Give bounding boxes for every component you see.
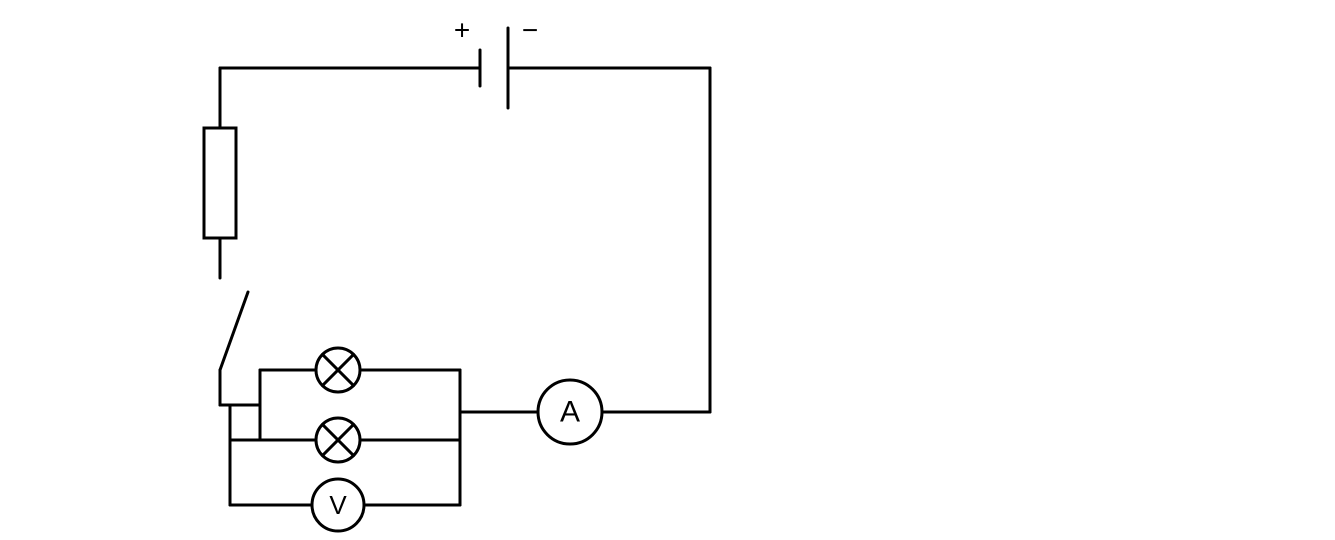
ammeter-label: A xyxy=(560,396,580,429)
voltmeter-label: V xyxy=(329,490,347,520)
battery-plus-label: + xyxy=(454,15,470,46)
battery-minus-label: − xyxy=(522,15,538,46)
circuit-diagram: + − A V xyxy=(0,0,1335,540)
resistor xyxy=(204,128,236,238)
switch-arm xyxy=(220,292,248,370)
